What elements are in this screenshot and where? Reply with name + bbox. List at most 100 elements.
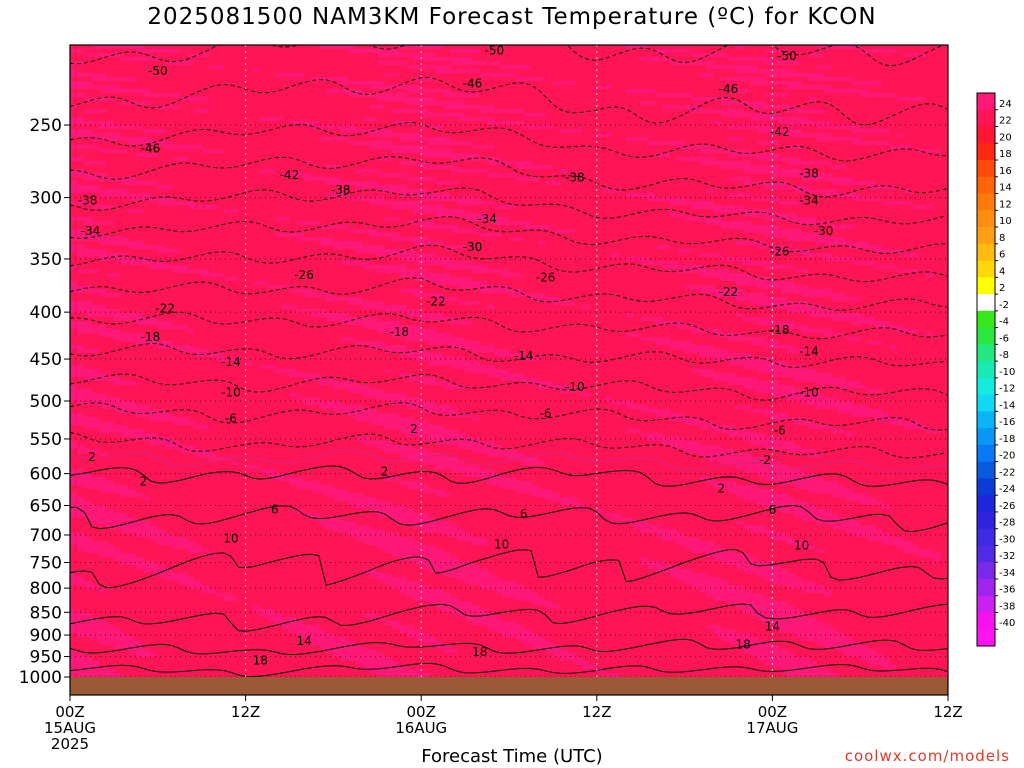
field-cell xyxy=(121,133,130,138)
field-cell xyxy=(860,129,869,134)
field-cell xyxy=(772,105,781,110)
field-cell xyxy=(874,185,883,190)
field-cell xyxy=(340,89,349,94)
field-cell xyxy=(655,201,664,206)
field-cell xyxy=(150,145,159,150)
field-cell xyxy=(545,149,554,154)
field-cell xyxy=(501,117,510,122)
field-cell xyxy=(750,173,759,178)
field-cell xyxy=(604,157,612,162)
field-cell xyxy=(867,157,876,162)
field-cell xyxy=(933,165,942,170)
field-cell xyxy=(274,189,283,194)
field-cell xyxy=(757,121,766,126)
field-cell xyxy=(765,149,773,154)
field-cell xyxy=(311,145,320,150)
field-cell xyxy=(531,97,539,102)
field-cell xyxy=(274,57,283,62)
field-cell xyxy=(509,65,517,70)
field-cell xyxy=(465,125,473,130)
field-cell xyxy=(179,189,188,194)
field-cell xyxy=(670,85,678,90)
field-cell xyxy=(531,49,539,54)
field-cell xyxy=(135,189,144,194)
field-cell xyxy=(728,85,737,90)
field-cell xyxy=(655,149,664,154)
field-cell xyxy=(926,145,934,150)
field-cell xyxy=(677,145,686,150)
field-cell xyxy=(874,161,883,166)
field-cell xyxy=(150,133,159,138)
field-cell xyxy=(618,45,627,50)
field-cell xyxy=(216,177,225,182)
field-cell xyxy=(99,133,108,138)
field-cell xyxy=(472,121,481,126)
field-cell xyxy=(362,177,371,182)
field-cell xyxy=(648,109,656,114)
field-cell xyxy=(684,65,693,70)
field-cell xyxy=(677,85,686,90)
field-cell xyxy=(172,57,181,62)
field-cell xyxy=(406,85,415,90)
field-cell xyxy=(516,173,525,178)
field-cell xyxy=(940,197,948,202)
field-cell xyxy=(399,65,408,70)
field-cell xyxy=(882,85,890,90)
field-cell xyxy=(860,53,869,58)
field-cell xyxy=(377,185,386,190)
field-cell xyxy=(721,161,730,166)
field-cell xyxy=(179,197,188,202)
field-cell xyxy=(801,193,810,198)
field-cell xyxy=(450,109,459,114)
field-cell xyxy=(582,141,591,146)
field-cell xyxy=(779,201,788,206)
field-cell xyxy=(472,185,481,190)
field-cell xyxy=(545,205,554,210)
field-cell xyxy=(479,165,488,170)
field-cell xyxy=(487,105,495,110)
field-cell xyxy=(940,81,948,86)
field-cell xyxy=(231,61,239,66)
field-cell xyxy=(231,81,239,86)
field-cell xyxy=(413,93,422,98)
field-cell xyxy=(106,93,115,98)
field-cell xyxy=(428,181,437,186)
field-cell xyxy=(633,73,642,78)
field-cell xyxy=(172,85,181,90)
field-cell xyxy=(289,49,298,54)
field-cell xyxy=(794,109,803,114)
field-cell xyxy=(501,53,510,58)
field-cell xyxy=(765,53,773,58)
field-cell xyxy=(260,201,269,206)
field-cell xyxy=(362,121,371,126)
field-cell xyxy=(567,145,576,150)
field-cell xyxy=(633,173,642,178)
field-cell xyxy=(765,197,773,202)
field-cell xyxy=(487,85,495,90)
field-cell xyxy=(852,161,861,166)
field-cell xyxy=(560,49,569,54)
field-cell xyxy=(896,149,905,154)
field-cell xyxy=(765,161,773,166)
field-cell xyxy=(501,89,510,94)
field-cell xyxy=(648,173,656,178)
field-cell xyxy=(509,125,517,130)
field-cell xyxy=(143,209,152,214)
field-cell xyxy=(99,157,108,162)
field-cell xyxy=(874,109,883,114)
field-cell xyxy=(216,149,225,154)
field-cell xyxy=(99,205,108,210)
field-cell xyxy=(282,185,291,190)
field-cell xyxy=(326,197,334,202)
field-cell xyxy=(874,141,883,146)
field-cell xyxy=(713,49,722,54)
field-cell xyxy=(304,53,312,58)
field-cell xyxy=(435,177,444,182)
field-cell xyxy=(333,173,342,178)
field-cell xyxy=(494,157,503,162)
field-cell xyxy=(340,109,349,114)
field-cell xyxy=(816,169,825,174)
field-cell xyxy=(750,141,759,146)
field-cell xyxy=(348,121,356,126)
field-cell xyxy=(216,181,225,186)
